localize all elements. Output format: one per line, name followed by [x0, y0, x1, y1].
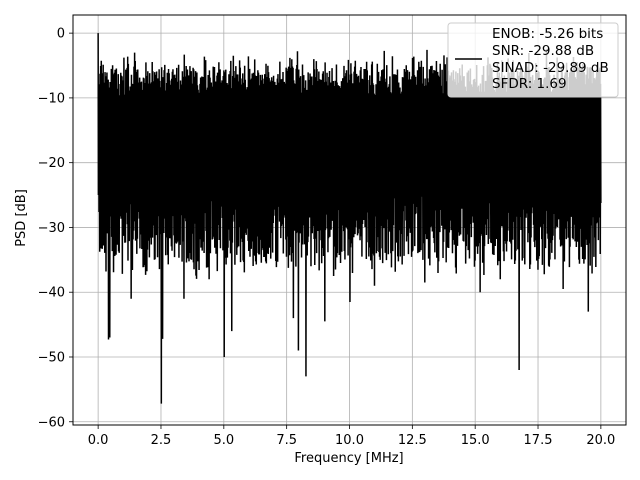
axis-ticks [69, 32, 602, 429]
x-tick-label: 10.0 [335, 433, 364, 448]
y-tick-label: −10 [38, 91, 65, 106]
x-tick-label: 2.5 [151, 433, 172, 448]
x-axis-title: Frequency [MHz] [294, 451, 403, 466]
y-tick-label: 0 [57, 27, 65, 42]
y-tick-label: −40 [38, 286, 65, 301]
legend-text-enob: ENOB: -5.26 bits [492, 26, 603, 42]
y-tick-label: −30 [38, 221, 65, 236]
x-tick-label: 17.5 [524, 433, 553, 448]
psd-trace [97, 33, 602, 404]
x-tick-label: 7.5 [276, 433, 297, 448]
legend-text-sfdr: SFDR: 1.69 [492, 76, 567, 92]
x-tick-label: 0.0 [88, 433, 109, 448]
y-axis-title: PSD [dB] [14, 189, 29, 247]
legend-text-snr: SNR: -29.88 dB [492, 43, 594, 59]
plot-area-frame [72, 14, 627, 426]
x-tick-label: 15.0 [461, 433, 490, 448]
x-tick-label: 20.0 [586, 433, 615, 448]
legend-text-sinad: SINAD: -29.89 dB [492, 60, 609, 76]
psd-series-line [97, 33, 602, 404]
x-tick-label: 5.0 [213, 433, 234, 448]
legend: ENOB: -5.26 bits SNR: -29.88 dB SINAD: -… [447, 22, 619, 98]
tick-labels: 0.0 2.5 5.0 7.5 10.0 12.5 15.0 17.5 20.0 0 −10 −20 −… [38, 27, 616, 448]
x-tick-label: 12.5 [398, 433, 427, 448]
legend-box [447, 22, 619, 98]
y-tick-label: −60 [38, 415, 65, 430]
y-tick-label: −20 [38, 156, 65, 171]
y-tick-label: −50 [38, 350, 65, 365]
